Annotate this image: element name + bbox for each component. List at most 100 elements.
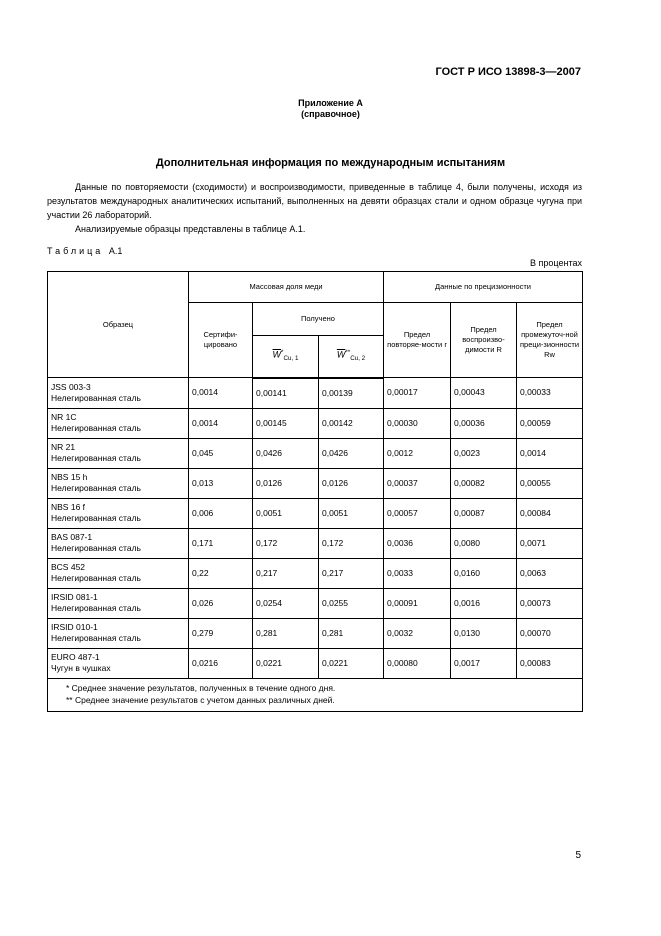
sample-cell: IRSID 081-1 Нелегированная сталь — [47, 587, 189, 619]
value-cell-r: 0,00037 — [383, 467, 451, 499]
value-cell-w2: 0,172 — [318, 527, 384, 559]
value-cell-rw: 0,00083 — [516, 647, 583, 679]
value-cell-rw: 0,00055 — [516, 467, 583, 499]
header-reproducibility: Предел воспроизво-димости R — [450, 302, 517, 378]
appendix-title: Приложение А — [298, 98, 363, 108]
table-row: NR 1C Нелегированная сталь 0,0014 0,00145 0,… — [47, 407, 583, 439]
value-cell-r: 0,00082 — [450, 467, 517, 499]
value-cell-cert: 0,045 — [188, 437, 253, 469]
value-cell-rw: 0,0014 — [516, 437, 583, 469]
value-cell-r: 0,0080 — [450, 527, 517, 559]
table-row: BAS 087-1 Нелегированная сталь 0,171 0,172 0… — [47, 527, 583, 559]
sample-type: Нелегированная сталь — [51, 392, 141, 403]
value-cell-r: 0,00091 — [383, 587, 451, 619]
footnote: ** Среднее значение результатов с учетом… — [66, 694, 335, 705]
sample-code: JSS 003-3 — [51, 381, 91, 392]
value-cell-r: 0,0017 — [450, 647, 517, 679]
value-cell-w1: 0,0126 — [252, 467, 319, 499]
sample-code: IRSID 081-1 — [51, 592, 98, 602]
value-cell-w2: 0,00139 — [318, 377, 384, 409]
value-cell-r: 0,00043 — [450, 377, 517, 409]
value-cell-r: 0,00017 — [383, 377, 451, 409]
header-certified: Сертифи-цировано — [188, 302, 253, 378]
value-cell-rw: 0,00084 — [516, 497, 583, 529]
table-row: NBS 16 f Нелегированная сталь 0,006 0,0051 0… — [47, 497, 583, 529]
value-cell-r: 0,0012 — [383, 437, 451, 469]
value-cell-w2: 0,0051 — [318, 497, 384, 529]
value-cell-r: 0,0130 — [450, 617, 517, 649]
value-cell-w2: 0,281 — [318, 617, 384, 649]
value-cell-r: 0,00030 — [383, 407, 451, 439]
value-cell-cert: 0,279 — [188, 617, 253, 649]
value-cell-cert: 0,013 — [188, 467, 253, 499]
sample-cell: JSS 003-3 Нелегированная сталь — [47, 377, 189, 409]
footnote: * Среднее значение результатов, полученн… — [66, 682, 336, 693]
value-cell-w2: 0,0221 — [318, 647, 384, 679]
value-cell-r: 0,00036 — [450, 407, 517, 439]
value-cell-w1: 0,0051 — [252, 497, 319, 529]
page-number: 5 — [575, 850, 581, 861]
value-cell-cert: 0,171 — [188, 527, 253, 559]
value-cell-rw: 0,00059 — [516, 407, 583, 439]
sample-code: IRSID 010-1 — [51, 622, 98, 632]
standard-number: ГОСТ Р ИСО 13898-3—2007 — [435, 66, 581, 78]
value-cell-cert: 0,0014 — [188, 377, 253, 409]
value-cell-r: 0,0023 — [450, 437, 517, 469]
section-title: Дополнительная информация по международн… — [155, 157, 506, 169]
value-cell-w1: 0,172 — [252, 527, 319, 559]
value-cell-cert: 0,0216 — [188, 647, 253, 679]
table-caption-number: А.1 — [108, 246, 123, 256]
table-caption-word: Таблица — [47, 246, 104, 256]
sample-cell: BAS 087-1 Нелегированная сталь — [47, 527, 189, 559]
header-sample: Образец — [47, 271, 189, 378]
value-cell-rw: 0,0071 — [516, 527, 583, 559]
value-cell-r: 0,0032 — [383, 617, 451, 649]
value-cell-w2: 0,0426 — [318, 437, 384, 469]
sample-code: NBS 15 h — [51, 472, 88, 482]
value-cell-cert: 0,0014 — [188, 407, 253, 439]
table-row: IRSID 010-1 Нелегированная сталь 0,279 0,28… — [47, 617, 583, 649]
value-cell-w2: 0,0126 — [318, 467, 384, 499]
value-cell-r: 0,00057 — [383, 497, 451, 529]
value-cell-w1: 0,0254 — [252, 587, 319, 619]
paragraph: Анализируемые образцы представлены в таб… — [75, 224, 306, 234]
sample-type: Нелегированная сталь — [51, 513, 141, 523]
value-cell-r: 0,0016 — [450, 587, 517, 619]
value-cell-r: 0,0160 — [450, 557, 517, 589]
sample-type: Нелегированная сталь — [51, 603, 141, 613]
value-cell-rw: 0,00033 — [516, 377, 583, 409]
value-cell-rw: 0,00070 — [516, 617, 583, 649]
value-cell-w1: 0,0221 — [252, 647, 319, 679]
header-mass-fraction: Массовая доля меди — [188, 271, 384, 303]
value-cell-w1: 0,217 — [252, 557, 319, 589]
sample-cell: NBS 16 f Нелегированная сталь — [47, 497, 189, 529]
table-unit: В процентах — [530, 258, 582, 268]
header-w1: W*Cu, 1 — [252, 335, 319, 379]
sample-cell: BCS 452 Нелегированная сталь — [47, 557, 189, 589]
value-cell-rw: 0,00073 — [516, 587, 583, 619]
sample-cell: NR 1C Нелегированная сталь — [47, 407, 189, 439]
sample-cell: EURO 487-1 Чугун в чушках — [47, 647, 189, 679]
value-cell-r: 0,00087 — [450, 497, 517, 529]
table-row: IRSID 081-1 Нелегированная сталь 0,026 0,02… — [47, 587, 583, 619]
value-cell-w1: 0,0426 — [252, 437, 319, 469]
value-cell-rw: 0,0063 — [516, 557, 583, 589]
sample-type: Нелегированная сталь — [51, 423, 141, 433]
sample-code: BCS 452 — [51, 562, 86, 572]
table-caption: Таблица А.1 — [47, 246, 122, 256]
sample-code: BAS 087-1 — [51, 532, 93, 542]
value-cell-w1: 0,281 — [252, 617, 319, 649]
value-cell-w2: 0,0255 — [318, 587, 384, 619]
table-row: JSS 003-3 Нелегированная сталь 0,0014 0,001… — [47, 377, 583, 409]
appendix-heading: Приложение А (справочное) — [0, 98, 661, 120]
sample-code: NR 21 — [51, 442, 76, 452]
table-row: NR 21 Нелегированная сталь 0,045 0,0426 0,04… — [47, 437, 583, 469]
value-cell-cert: 0,006 — [188, 497, 253, 529]
value-cell-r: 0,00080 — [383, 647, 451, 679]
value-cell-r: 0,0036 — [383, 527, 451, 559]
sample-code: NR 1C — [51, 412, 77, 422]
value-cell-w2: 0,217 — [318, 557, 384, 589]
value-cell-w1: 0,00145 — [252, 407, 319, 439]
sample-code: EURO 487-1 — [51, 652, 100, 662]
